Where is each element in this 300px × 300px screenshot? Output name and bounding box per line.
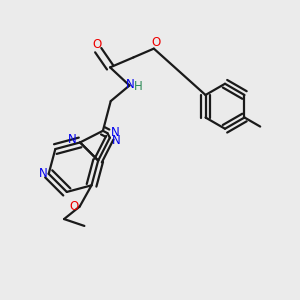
Text: N: N: [68, 134, 76, 146]
Text: N: N: [112, 134, 121, 147]
Text: H: H: [134, 80, 142, 93]
Text: N: N: [111, 126, 120, 139]
Text: O: O: [92, 38, 101, 51]
Text: N: N: [126, 78, 135, 91]
Text: N: N: [39, 167, 47, 180]
Text: O: O: [69, 200, 79, 213]
Text: O: O: [151, 37, 160, 50]
